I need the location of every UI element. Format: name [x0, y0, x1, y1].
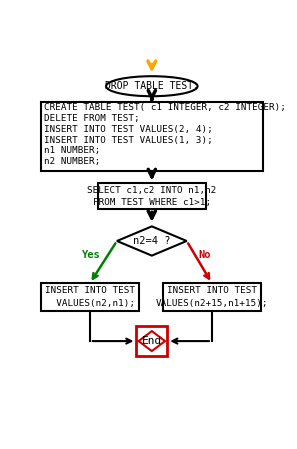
Text: Yes: Yes: [82, 250, 101, 260]
Text: No: No: [198, 250, 210, 260]
Text: n2 NUMBER;: n2 NUMBER;: [44, 157, 100, 166]
Text: SELECT c1,c2 INTO n1,n2
FROM TEST WHERE c1>1;: SELECT c1,c2 INTO n1,n2 FROM TEST WHERE …: [87, 185, 217, 207]
Text: n2=4 ?: n2=4 ?: [133, 236, 170, 246]
Polygon shape: [117, 226, 187, 255]
Text: DROP TABLE TEST;: DROP TABLE TEST;: [105, 81, 199, 91]
Bar: [98, 183, 206, 209]
Text: End: End: [142, 336, 162, 346]
Ellipse shape: [106, 76, 198, 96]
Bar: [41, 101, 263, 171]
Text: INSERT INTO TEST VALUES(2, 4);: INSERT INTO TEST VALUES(2, 4);: [44, 125, 213, 134]
Text: INSERT INTO TEST VALUES(1, 3);: INSERT INTO TEST VALUES(1, 3);: [44, 136, 213, 145]
Bar: [41, 283, 139, 311]
Text: CREATE TABLE TEST( c1 INTEGER, c2 INTEGER);: CREATE TABLE TEST( c1 INTEGER, c2 INTEGE…: [44, 103, 286, 112]
Bar: [136, 326, 167, 357]
Text: INSERT INTO TEST
VALUES(n2+15,n1+15);: INSERT INTO TEST VALUES(n2+15,n1+15);: [156, 286, 268, 308]
Bar: [163, 283, 261, 311]
Text: n1 NUMBER;: n1 NUMBER;: [44, 146, 100, 155]
Text: DELETE FROM TEST;: DELETE FROM TEST;: [44, 114, 140, 123]
Text: INSERT INTO TEST
  VALUES(n2,n1);: INSERT INTO TEST VALUES(n2,n1);: [45, 286, 135, 308]
